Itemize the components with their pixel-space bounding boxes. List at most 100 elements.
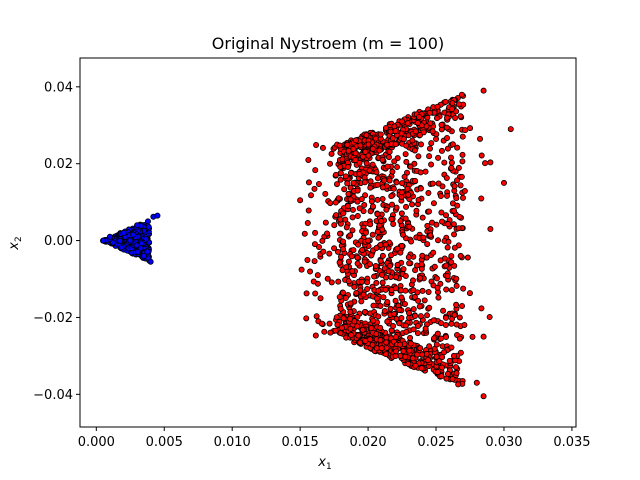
y-tick-label: 0.04 <box>44 80 73 95</box>
scatter-point-1-851 <box>349 268 356 275</box>
scatter-point-1-993 <box>442 98 449 105</box>
scatter-point-1-1071 <box>324 275 331 282</box>
scatter-point-1-1486 <box>435 154 442 161</box>
scatter-point-1-1120 <box>410 277 417 284</box>
scatter-point-1-1267 <box>378 271 385 278</box>
scatter-point-1-1238 <box>377 257 384 264</box>
scatter-point-1-898 <box>398 294 405 301</box>
scatter-point-1-1437 <box>418 365 425 372</box>
scatter-point-1-963 <box>412 267 419 274</box>
scatter-point-1-1381 <box>434 330 441 337</box>
scatter-point-1-656 <box>460 285 467 292</box>
y-tick-label: 0.00 <box>44 234 73 249</box>
scatter-point-1-1490 <box>355 332 362 339</box>
scatter-point-1-1472 <box>369 145 376 152</box>
scatter-point-1-1103 <box>412 312 419 319</box>
scatter-point-1-1429 <box>443 212 450 219</box>
scatter-point-1-1355 <box>374 228 381 235</box>
y-axis-ticks: −0.04 −0.02 0.00 0.02 0.04 <box>33 80 80 403</box>
scatter-point-1-1264 <box>443 262 450 269</box>
scatter-point-1-1143 <box>391 311 398 318</box>
scatter-point-1-1390 <box>457 182 464 189</box>
scatter-point-1-1493 <box>420 129 427 136</box>
scatter-point-1-1299 <box>383 339 390 346</box>
scatter-point-1-1302 <box>427 232 434 239</box>
scatter-point-1-1113 <box>400 136 407 143</box>
scatter-point-1-1411 <box>427 120 434 127</box>
scatter-point-1-1237 <box>402 353 409 360</box>
scatter-point-1-292 <box>368 198 375 205</box>
plot-frame <box>79 57 577 428</box>
scatter-point-1-1485 <box>374 196 381 203</box>
scatter-point-1-1192 <box>409 137 416 144</box>
scatter-point-1-1069 <box>433 115 440 122</box>
scatter-point-1-547 <box>354 187 361 194</box>
scatter-point-1-1198 <box>444 273 451 280</box>
scatter-point-1-1405 <box>409 355 416 362</box>
scatter-point-1-1368 <box>358 298 365 305</box>
scatter-point-1-494 <box>401 173 408 180</box>
y-tick-label: −0.04 <box>33 388 73 403</box>
scatter-point-1-1564 <box>317 295 324 302</box>
scatter-point-1-969 <box>377 324 384 331</box>
scatter-point-1-1350 <box>362 229 369 236</box>
scatter-point-1-1327 <box>342 295 349 302</box>
scatter-point-1-1445 <box>359 326 366 333</box>
scatter-point-1-1334 <box>375 313 382 320</box>
scatter-point-0-302 <box>116 237 123 244</box>
scatter-point-1-1537 <box>324 230 331 237</box>
scatter-point-1-754 <box>334 248 341 255</box>
scatter-point-1-699 <box>421 297 428 304</box>
scatter-point-1-1451 <box>358 196 365 203</box>
scatter-point-1-849 <box>405 254 412 261</box>
scatter-point-1-815 <box>458 91 465 98</box>
scatter-point-1-1388 <box>457 252 464 259</box>
scatter-point-1-1563 <box>314 272 321 279</box>
scatter-point-1-1536 <box>467 125 474 132</box>
scatter-point-1-1547 <box>322 219 329 226</box>
scatter-point-1-1474 <box>353 289 360 296</box>
scatter-point-1-1083 <box>426 109 433 116</box>
scatter-point-1-1487 <box>347 300 354 307</box>
scatter-point-1-274 <box>443 174 450 181</box>
scatter-point-1-927 <box>448 164 455 171</box>
scatter-point-1-1121 <box>361 179 368 186</box>
scatter-point-1-897 <box>425 288 432 295</box>
scatter-point-1-1573 <box>399 118 406 125</box>
scatter-point-1-1546 <box>462 127 469 134</box>
scatter-point-0-316 <box>109 239 116 246</box>
scatter-point-1-1180 <box>411 147 418 154</box>
scatter-point-1-489 <box>437 257 444 264</box>
scatter-point-1-1452 <box>369 161 376 168</box>
scatter-point-1-1365 <box>382 241 389 248</box>
scatter-point-1-1093 <box>390 185 397 192</box>
scatter-point-1-838 <box>397 249 404 256</box>
scatter-point-1-827 <box>419 214 426 221</box>
scatter-point-1-1400 <box>363 160 370 167</box>
chart-title: Original Nystroem (m = 100) <box>212 34 444 53</box>
scatter-point-1-1562 <box>312 229 319 236</box>
scatter-point-1-1455 <box>365 141 372 148</box>
scatter-point-1-1526 <box>461 321 468 328</box>
scatter-point-1-1055 <box>359 246 366 253</box>
scatter-point-1-1515 <box>319 237 326 244</box>
scatter-point-1-840 <box>319 144 326 151</box>
scatter-point-1-1241 <box>356 159 363 166</box>
scatter-point-1-1541 <box>487 159 494 166</box>
scatter-point-1-1067 <box>385 154 392 161</box>
scatter-point-1-1440 <box>415 196 422 203</box>
scatter-point-1-1527 <box>453 321 460 328</box>
scatter-point-1-1477 <box>407 340 414 347</box>
x-tick-label: 0.030 <box>485 435 522 450</box>
scatter-point-1-1499 <box>392 297 399 304</box>
scatter-point-1-479 <box>435 180 442 187</box>
scatter-point-1-1403 <box>436 358 443 365</box>
scatter-point-1-1339 <box>352 137 359 144</box>
scatter-point-1-1115 <box>369 203 376 210</box>
scatter-point-1-1514 <box>332 171 339 178</box>
scatter-point-1-1464 <box>357 339 364 346</box>
scatter-point-1-1034 <box>403 142 410 149</box>
scatter-point-1-167 <box>460 194 467 201</box>
scatter-point-1-1468 <box>426 153 433 160</box>
scatter-point-1-1529 <box>332 199 339 206</box>
